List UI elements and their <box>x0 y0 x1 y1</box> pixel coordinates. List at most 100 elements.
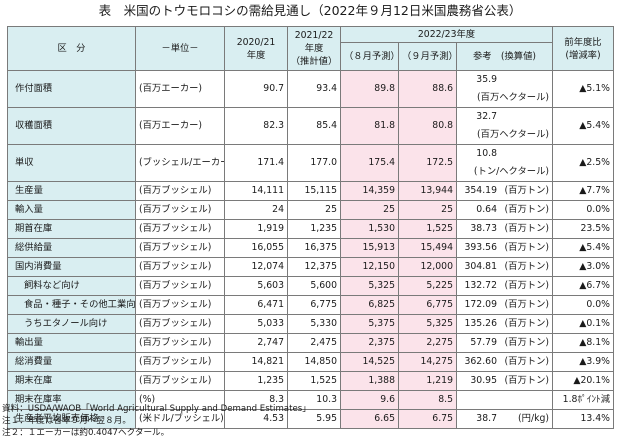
change-rate: ▲8.1% <box>552 333 614 353</box>
value-august-forecast: 1,388 <box>340 371 399 391</box>
value-september-forecast: 15,494 <box>398 238 457 258</box>
value-2021: 14,850 <box>287 352 341 372</box>
reference-value: 304.81 (百万トン) <box>456 257 553 277</box>
reference-number: 32.7 <box>476 111 497 122</box>
reference-unit: (円/kg) <box>518 413 549 424</box>
reference-number: 0.64 <box>476 204 497 215</box>
reference-unit: (百万トン) <box>504 299 549 310</box>
change-rate: ▲5.4% <box>552 238 614 258</box>
value-september-forecast: 8.5 <box>398 390 457 410</box>
table-row: うちエタノール向け (百万ブッシェル) 5,033 5,330 5,375 5,325 13… <box>7 314 614 334</box>
value-2020: 90.7 <box>224 70 288 108</box>
footnotes: 資料：USDA/WAOB「World Agricultural Supply a… <box>2 403 311 439</box>
table-row: 輸入量 (百万ブッシェル) 24 25 25 25 0.64 (百万トン) 0.0% <box>7 200 614 220</box>
row-label: 期首在庫 <box>7 219 136 239</box>
row-label: 総供給量 <box>7 238 136 258</box>
change-rate: ▲20.1% <box>552 371 614 391</box>
reference-number: 132.72 <box>464 280 497 291</box>
header-change-text: 前年度比 (増減率) <box>564 36 602 61</box>
reference-unit: (百万トン) <box>504 261 549 272</box>
reference-number: 354.19 <box>464 185 497 196</box>
row-unit: (百万ブッシェル) <box>135 352 225 372</box>
footnote-2: 注２：１エーカーは約0.4047ヘクタール。 <box>2 428 170 438</box>
reference-number: 172.09 <box>464 299 497 310</box>
reference-number: 135.26 <box>464 318 497 329</box>
value-august-forecast: 14,525 <box>340 352 399 372</box>
change-rate: ▲3.0% <box>552 257 614 277</box>
value-2021: 5.95 <box>287 409 341 429</box>
row-label: 総消費量 <box>7 352 136 372</box>
value-2021: 6,775 <box>287 295 341 315</box>
row-unit: (ブッシェル/エーカー) <box>135 144 225 182</box>
value-august-forecast: 6.65 <box>340 409 399 429</box>
reference-value: 10.8 (トン/ヘクタール) <box>456 144 553 182</box>
reference-number: 38.7 <box>476 413 497 424</box>
row-unit: (%) <box>135 390 225 410</box>
table-row: 飼料など向け (百万ブッシェル) 5,603 5,600 5,325 5,225 132.7… <box>7 276 614 296</box>
value-2021: 16,375 <box>287 238 341 258</box>
reference-value: 0.64 (百万トン) <box>456 200 553 220</box>
reference-number: 362.60 <box>464 356 497 367</box>
row-label: 飼料など向け <box>7 276 136 296</box>
value-2020: 1,919 <box>224 219 288 239</box>
value-2021: 1,235 <box>287 219 341 239</box>
row-label: 輸出量 <box>7 333 136 353</box>
reference-value: 35.9 (百万ヘクタール) <box>456 70 553 108</box>
value-2021: 12,375 <box>287 257 341 277</box>
change-rate: ▲5.1% <box>552 70 614 108</box>
value-september-forecast: 14,275 <box>398 352 457 372</box>
value-september-forecast: 6,775 <box>398 295 457 315</box>
reference-number: 304.81 <box>464 261 497 272</box>
value-2020: 5,033 <box>224 314 288 334</box>
row-label: うちエタノール向け <box>7 314 136 334</box>
table-row: 期末在庫 (百万ブッシェル) 1,235 1,525 1,388 1,219 30.95 (百… <box>7 371 614 391</box>
header-september-forecast: （９月予測） <box>398 41 457 72</box>
change-rate: ▲6.7% <box>552 276 614 296</box>
value-2021: 177.0 <box>287 144 341 182</box>
row-unit: (百万エーカー) <box>135 107 225 145</box>
reference-value: 362.60 (百万トン) <box>456 352 553 372</box>
table-row: 総消費量 (百万ブッシェル) 14,821 14,850 14,525 14,275 362… <box>7 352 614 372</box>
value-2020: 82.3 <box>224 107 288 145</box>
row-label: 単収 <box>7 144 136 182</box>
value-september-forecast: 13,944 <box>398 181 457 201</box>
value-september-forecast: 88.6 <box>398 70 457 108</box>
row-label: 輸入量 <box>7 200 136 220</box>
reference-unit: (百万トン) <box>504 223 549 234</box>
reference-number: 57.79 <box>470 337 497 348</box>
row-unit: (百万ブッシェル) <box>135 276 225 296</box>
change-rate: ▲3.9% <box>552 352 614 372</box>
value-2020: 6,471 <box>224 295 288 315</box>
value-september-forecast: 5,325 <box>398 314 457 334</box>
table-row: 生産者平均販売価格 (米ドル/ブッシェル) 4.53 5.95 6.65 6.75 38.7… <box>7 409 614 429</box>
table-row: 期首在庫 (百万ブッシェル) 1,919 1,235 1,530 1,525 38.73 (百… <box>7 219 614 239</box>
row-label: 食品・種子・その他工業向け <box>7 295 136 315</box>
reference-unit: (百万トン) <box>504 337 549 348</box>
reference-value: 132.72 (百万トン) <box>456 276 553 296</box>
value-2020: 5,603 <box>224 276 288 296</box>
value-september-forecast: 12,000 <box>398 257 457 277</box>
reference-value: 30.95 (百万トン) <box>456 371 553 391</box>
value-september-forecast: 25 <box>398 200 457 220</box>
reference-number: 393.56 <box>464 242 497 253</box>
reference-number: 10.8 <box>476 148 497 159</box>
reference-unit: (百万トン) <box>504 375 549 386</box>
header-august-forecast: （８月予測） <box>340 41 399 72</box>
change-rate: 0.0% <box>552 200 614 220</box>
row-unit: (百万エーカー) <box>135 70 225 108</box>
reference-unit: (百万トン) <box>504 356 549 367</box>
header-2022-group: 2022/23年度 <box>340 26 553 43</box>
reference-value: 393.56 (百万トン) <box>456 238 553 258</box>
table-row: 総供給量 (百万ブッシェル) 16,055 16,375 15,913 15,494 393… <box>7 238 614 258</box>
header-2020-text: 2020/21 年度 <box>236 36 276 61</box>
reference-number: 38.73 <box>470 223 497 234</box>
value-august-forecast: 12,150 <box>340 257 399 277</box>
reference-unit: (百万トン) <box>504 185 549 196</box>
change-rate: 13.4% <box>552 409 614 429</box>
page-title: 表 米国のトウモロコシの需給見通し（2022年９月12日米国農務省公表） <box>98 3 522 18</box>
value-2020: 24 <box>224 200 288 220</box>
table-row: 作付面積 (百万エーカー) 90.7 93.4 89.8 88.6 35.9 (百万ヘクタール… <box>7 70 614 108</box>
value-2020: 2,747 <box>224 333 288 353</box>
change-rate: 23.5% <box>552 219 614 239</box>
row-unit: (百万ブッシェル) <box>135 371 225 391</box>
